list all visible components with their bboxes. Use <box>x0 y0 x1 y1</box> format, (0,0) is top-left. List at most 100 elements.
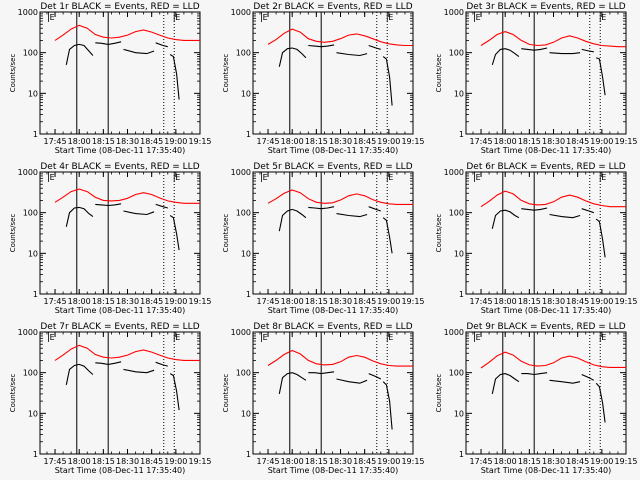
y-tick-label: 10 <box>28 409 38 418</box>
plot-frame <box>252 11 414 135</box>
x-tick-label: 17:45 <box>44 137 67 146</box>
x-tick-label: 18:00 <box>281 137 304 146</box>
y-tick-label: 100 <box>236 369 251 378</box>
events-series-line <box>581 373 595 381</box>
panel-title: Det 9r BLACK = Events, RED = LLD <box>466 322 625 332</box>
x-tick-label: 18:45 <box>140 297 163 306</box>
x-tick-label: 19:15 <box>401 457 424 466</box>
events-series-line <box>123 210 155 216</box>
x-tick-label: 19:15 <box>614 297 637 306</box>
events-series-line <box>123 368 155 374</box>
e-marker-label: E <box>601 13 606 22</box>
events-series-line <box>65 206 94 227</box>
events-series-line <box>336 378 368 384</box>
x-axis-label: Start Time (08-Dec-11 17:35:40) <box>268 466 399 475</box>
e-marker-label: E <box>175 13 180 22</box>
y-axis-label: Counts/sec <box>9 54 17 93</box>
detector-panel-7: Det 7r BLACK = Events, RED = LLD 1 10 100 10… <box>9 322 212 475</box>
y-tick-label: 10 <box>454 249 464 258</box>
events-series-line <box>595 218 606 258</box>
x-tick-label: 18:30 <box>329 137 352 146</box>
y-tick-label: 1000 <box>18 8 38 17</box>
y-tick-label: 1000 <box>231 328 251 337</box>
x-tick-label: 18:15 <box>92 457 115 466</box>
x-tick-label: 19:00 <box>377 457 400 466</box>
y-tick-label: 10 <box>454 89 464 98</box>
e-marker-label: E <box>601 333 606 342</box>
y-tick-label: 100 <box>236 209 251 218</box>
x-tick-label: 18:00 <box>68 457 91 466</box>
lld-series-line <box>267 189 413 205</box>
x-tick-label: 18:15 <box>518 137 541 146</box>
events-series-line <box>491 373 520 395</box>
lld-series-line <box>54 24 200 41</box>
x-tick-label: 18:45 <box>566 457 589 466</box>
plot-frame <box>465 331 627 455</box>
x-tick-label: 18:30 <box>542 137 565 146</box>
x-tick-label: 19:15 <box>188 297 211 306</box>
events-series-line <box>123 48 155 55</box>
events-series-line <box>549 379 581 384</box>
events-series-line <box>521 207 548 211</box>
events-series-line <box>549 52 581 55</box>
e-marker-label: E <box>50 13 55 22</box>
events-series-line <box>581 208 594 214</box>
lld-series-line <box>267 349 413 367</box>
events-series-line <box>155 42 168 48</box>
y-axis-label: Counts/sec <box>435 54 443 93</box>
panel-title: Det 3r BLACK = Events, RED = LLD <box>466 2 625 12</box>
x-tick-label: 19:00 <box>164 137 187 146</box>
detector-panel-4: Det 4r BLACK = Events, RED = LLD 1 10 100 10… <box>9 162 212 315</box>
x-tick-label: 19:15 <box>401 137 424 146</box>
y-tick-label: 10 <box>454 409 464 418</box>
plot-frame <box>252 331 414 455</box>
x-tick-label: 19:15 <box>188 457 211 466</box>
x-tick-label: 19:15 <box>401 297 424 306</box>
events-series-line <box>368 206 381 212</box>
events-series-line <box>169 54 180 100</box>
x-tick-label: 18:45 <box>140 457 163 466</box>
panel-title: Det 6r BLACK = Events, RED = LLD <box>466 162 625 172</box>
y-axis-label: Counts/sec <box>435 214 443 253</box>
y-tick-label: 1000 <box>444 168 464 177</box>
y-tick-label: 10 <box>28 89 38 98</box>
panel-title: Det 4r BLACK = Events, RED = LLD <box>40 162 199 172</box>
y-tick-label: 1 <box>33 130 38 139</box>
x-axis-label: Start Time (08-Dec-11 17:35:40) <box>55 306 186 315</box>
x-tick-label: 18:15 <box>518 297 541 306</box>
plot-frame <box>39 331 201 455</box>
e-marker-label: E <box>476 13 481 22</box>
events-series-line <box>278 208 307 232</box>
detector-panel-3: Det 3r BLACK = Events, RED = LLD 1 10 100 10… <box>435 2 638 155</box>
detector-panel-5: Det 5r BLACK = Events, RED = LLD 1 10 100 10… <box>222 162 425 315</box>
y-tick-label: 10 <box>241 249 251 258</box>
events-series-line <box>491 209 520 229</box>
x-axis-label: Start Time (08-Dec-11 17:35:40) <box>481 466 612 475</box>
events-series-line <box>581 48 594 53</box>
y-tick-label: 1000 <box>18 328 38 337</box>
x-tick-label: 18:00 <box>68 137 91 146</box>
events-series-line <box>336 213 368 218</box>
y-tick-label: 100 <box>23 209 38 218</box>
events-series-line <box>382 381 393 430</box>
y-tick-label: 100 <box>449 49 464 58</box>
x-tick-label: 19:00 <box>590 297 613 306</box>
events-series-line <box>368 373 382 380</box>
plot-frame <box>465 11 627 135</box>
x-tick-label: 17:45 <box>257 137 280 146</box>
x-tick-label: 18:30 <box>329 297 352 306</box>
x-axis-label: Start Time (08-Dec-11 17:35:40) <box>268 146 399 155</box>
y-axis-label: Counts/sec <box>9 214 17 253</box>
e-marker-label: E <box>175 173 180 182</box>
y-tick-label: 1 <box>246 290 251 299</box>
x-tick-label: 18:00 <box>281 297 304 306</box>
x-tick-label: 19:00 <box>164 297 187 306</box>
events-series-line <box>278 372 307 395</box>
events-series-line <box>368 44 381 50</box>
x-tick-label: 18:15 <box>305 137 328 146</box>
x-tick-label: 18:30 <box>116 457 139 466</box>
events-series-line <box>382 56 393 106</box>
detector-panel-8: Det 8r BLACK = Events, RED = LLD 1 10 100 10… <box>222 322 425 475</box>
y-tick-label: 100 <box>449 209 464 218</box>
detector-panel-1: Det 1r BLACK = Events, RED = LLD 1 10 100 10… <box>9 2 212 155</box>
